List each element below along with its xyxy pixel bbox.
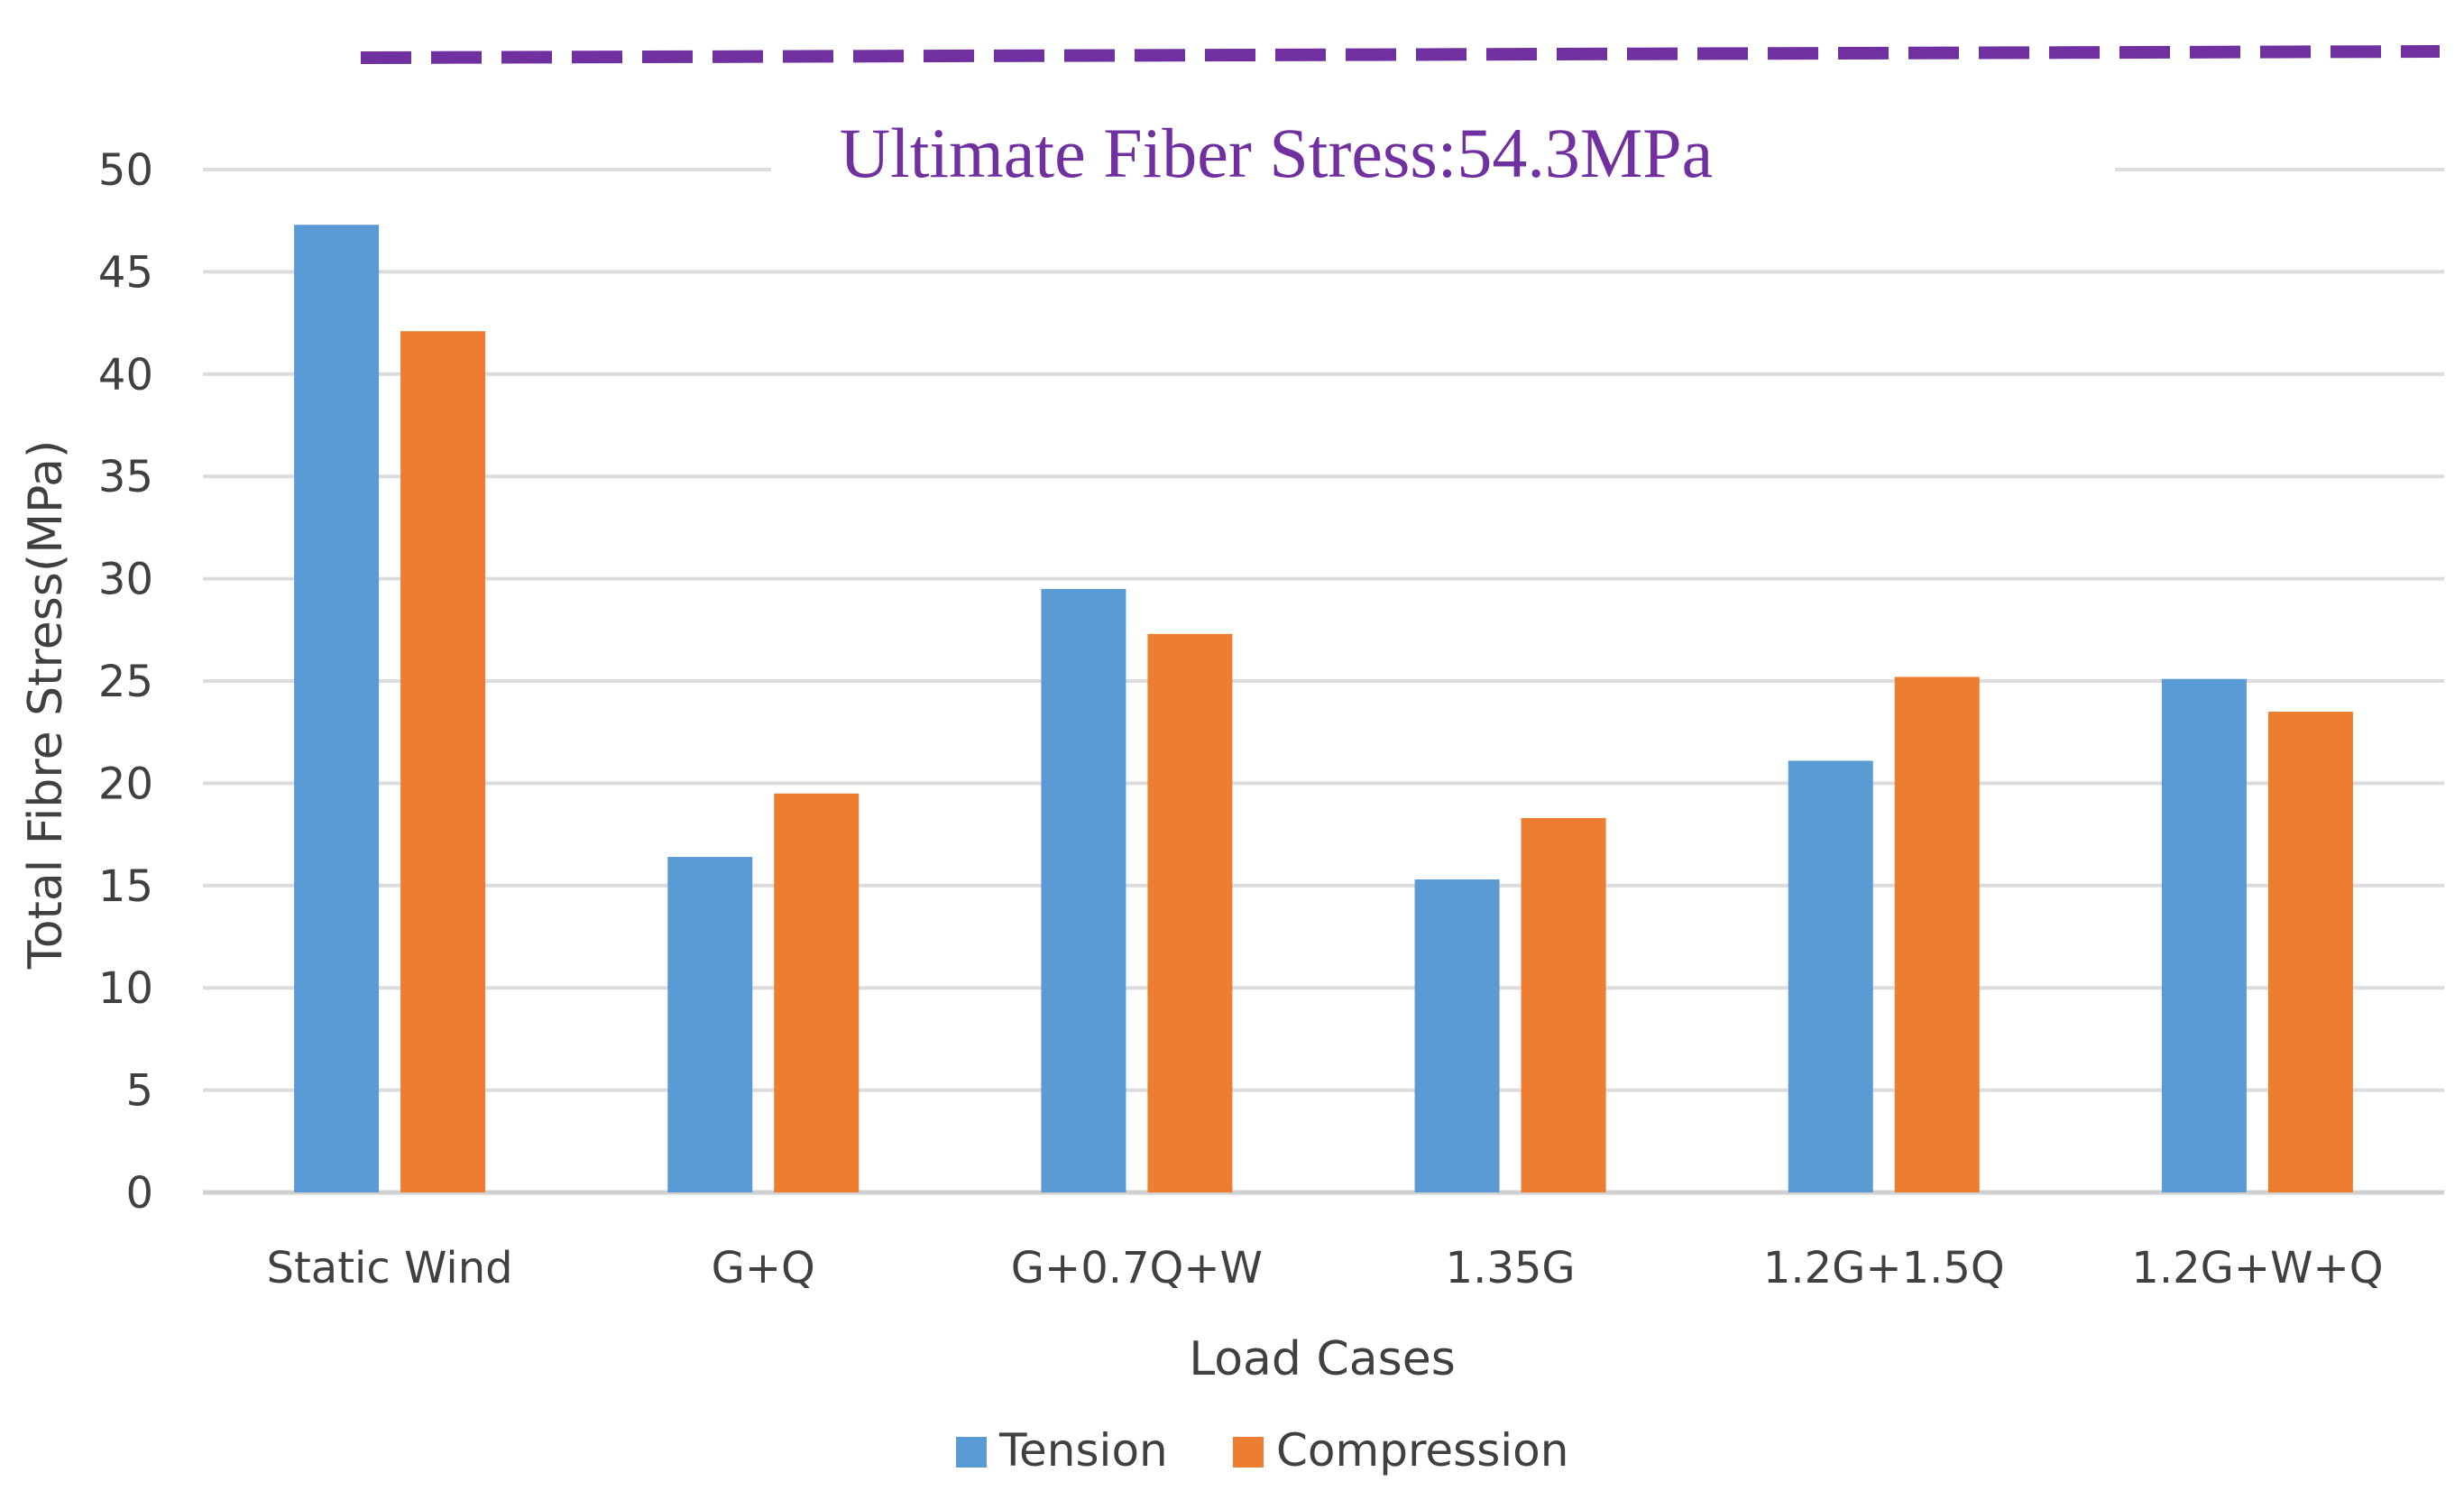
bar-compression-3 xyxy=(1521,817,1606,1192)
x-tick-label: 1.35G xyxy=(1446,1243,1576,1293)
annotation-background xyxy=(771,122,2115,221)
legend-label-tension: Tension xyxy=(998,1424,1168,1477)
bars xyxy=(294,225,2353,1193)
legend-swatch-tension xyxy=(956,1437,987,1468)
y-tick-label: 50 xyxy=(98,145,153,196)
x-tick-label: 1.2G+1.5Q xyxy=(1763,1243,2005,1293)
y-tick-label: 0 xyxy=(125,1168,153,1219)
bar-tension-2 xyxy=(1041,588,1126,1192)
y-tick-label: 25 xyxy=(98,657,153,707)
bar-compression-1 xyxy=(774,793,860,1192)
y-axis-title: Total Fibre Stress(MPa) xyxy=(19,440,73,970)
bar-tension-1 xyxy=(667,857,753,1192)
x-tick-label: G+0.7Q+W xyxy=(1011,1243,1263,1293)
y-tick-label: 45 xyxy=(98,247,153,298)
bar-compression-5 xyxy=(2267,712,2353,1192)
bar-compression-4 xyxy=(1894,676,1980,1192)
x-tick-label: 1.2G+W+Q xyxy=(2131,1243,2383,1293)
y-tick-labels: 0 5 10 15 20 25 30 35 40 45 50 xyxy=(98,145,153,1219)
ultimate-stress-line xyxy=(360,45,2441,64)
y-tick-label: 15 xyxy=(98,861,153,912)
y-tick-label: 5 xyxy=(125,1066,153,1117)
bar-compression-0 xyxy=(400,331,486,1192)
bar-tension-4 xyxy=(1788,760,1873,1192)
x-tick-labels: Static Wind G+Q G+0.7Q+W 1.35G 1.2G+1.5Q 1.2G… xyxy=(267,1243,2384,1293)
y-tick-label: 10 xyxy=(98,963,153,1014)
bar-compression-2 xyxy=(1147,633,1233,1192)
legend-label-compression: Compression xyxy=(1276,1424,1568,1477)
legend: Tension Compression xyxy=(956,1424,1568,1477)
y-tick-label: 20 xyxy=(98,759,153,809)
y-tick-label: 35 xyxy=(98,452,153,502)
bar-tension-3 xyxy=(1414,879,1500,1192)
ultimate-stress-label: Ultimate Fiber Stress:54.3MPa xyxy=(840,114,1713,192)
x-tick-label: G+Q xyxy=(712,1243,815,1293)
y-tick-label: 40 xyxy=(98,350,153,400)
legend-swatch-compression xyxy=(1233,1437,1264,1468)
y-tick-label: 30 xyxy=(98,555,153,605)
x-tick-label: Static Wind xyxy=(267,1243,513,1293)
x-axis-title: Load Cases xyxy=(1189,1332,1456,1386)
bar-tension-5 xyxy=(2161,678,2247,1192)
bar-tension-0 xyxy=(294,225,380,1193)
